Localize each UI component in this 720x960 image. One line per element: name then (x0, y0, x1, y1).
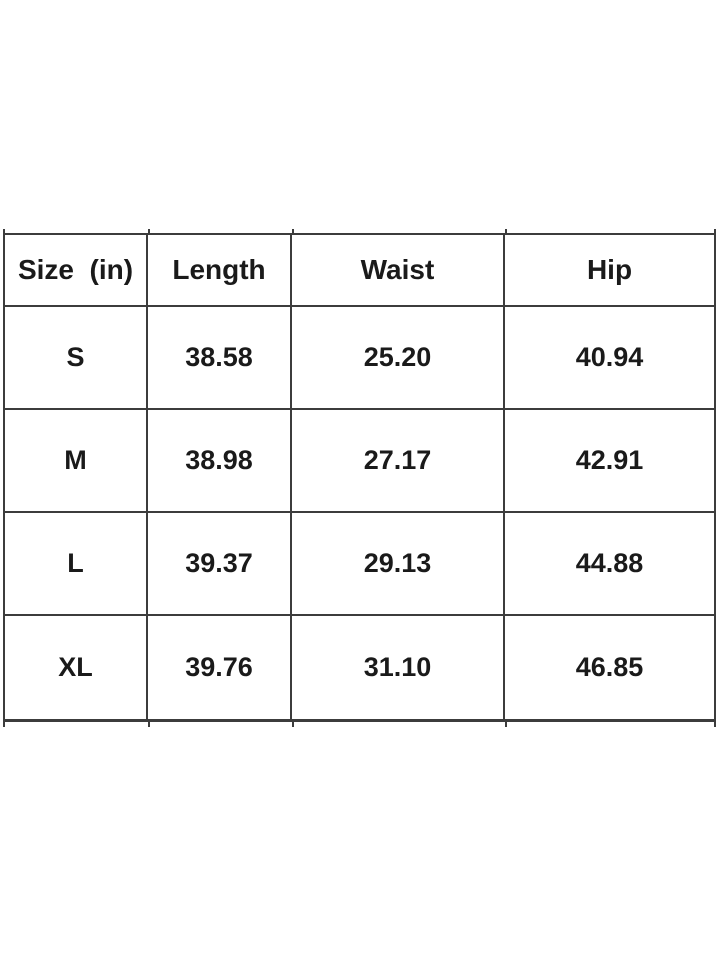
crop-stub (505, 229, 507, 233)
waist-cell: 27.17 (292, 410, 505, 513)
length-cell: 38.98 (148, 410, 292, 513)
length-cell: 38.58 (148, 307, 292, 410)
size-cell: S (5, 307, 148, 410)
hip-cell: 40.94 (505, 307, 714, 410)
crop-stub (148, 229, 150, 233)
crop-stub (3, 722, 5, 727)
crop-stub (505, 722, 507, 727)
size-chart-table: Size (in) Length Waist Hip S 38.58 25.20… (3, 233, 716, 722)
waist-cell: 29.13 (292, 513, 505, 616)
length-cell: 39.76 (148, 616, 292, 719)
crop-stub (714, 722, 716, 727)
header-cell-size: Size (in) (5, 235, 148, 307)
hip-cell: 44.88 (505, 513, 714, 616)
hip-cell: 42.91 (505, 410, 714, 513)
waist-cell: 31.10 (292, 616, 505, 719)
crop-stub (292, 229, 294, 233)
header-cell-length: Length (148, 235, 292, 307)
size-cell: L (5, 513, 148, 616)
length-cell: 39.37 (148, 513, 292, 616)
crop-stub (3, 229, 5, 233)
header-cell-waist: Waist (292, 235, 505, 307)
size-cell: XL (5, 616, 148, 719)
crop-stub (292, 722, 294, 727)
waist-cell: 25.20 (292, 307, 505, 410)
size-cell: M (5, 410, 148, 513)
crop-stub (148, 722, 150, 727)
header-cell-hip: Hip (505, 235, 714, 307)
crop-stub (714, 229, 716, 233)
hip-cell: 46.85 (575, 652, 644, 682)
